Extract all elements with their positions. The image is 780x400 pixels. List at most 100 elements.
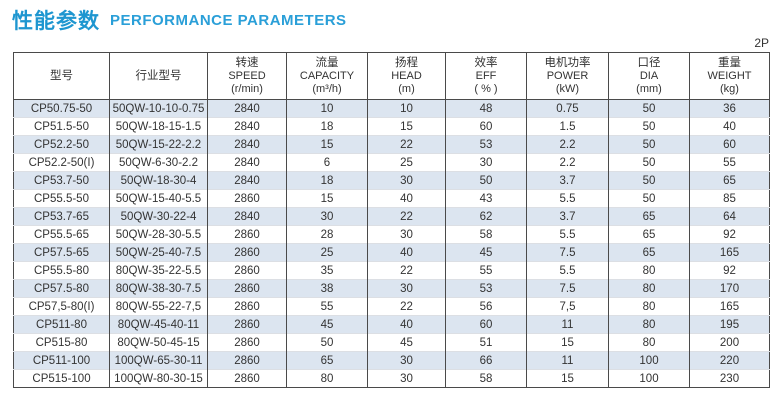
model-cell: CP511-100	[13, 351, 110, 370]
value-cell: 10	[286, 99, 368, 118]
value-cell: 45	[445, 243, 527, 262]
table-row: CP57.5-80 80QW-38-30-7.5 2860 38 30 53 7.5 80 17…	[13, 279, 770, 298]
value-cell: 45	[367, 333, 446, 352]
value-cell: 40	[367, 243, 446, 262]
value-cell: 92	[689, 225, 770, 244]
table-row: CP50.75-50 50QW-10-10-0.75 2840 10 10 48 0.75 5…	[13, 99, 770, 118]
column-header-text: HEAD	[391, 70, 422, 82]
value-cell: 43	[445, 189, 527, 208]
column-header-text: WEIGHT	[707, 70, 752, 82]
value-cell: 53	[445, 135, 527, 154]
model-cell: CP515-80	[13, 333, 110, 352]
value-cell: 30	[367, 225, 446, 244]
value-cell: 55	[286, 297, 368, 316]
value-cell: 2.2	[526, 153, 609, 172]
model-cell: CP52.2-50(I)	[13, 153, 110, 172]
value-cell: 100	[608, 351, 690, 370]
column-header-text: DIA	[639, 70, 659, 82]
industry-model-cell: 50QW-30-22-4	[109, 207, 208, 226]
table-header-row: 型号 行业型号 转速 SPEED (r/min) 流量 CAPACITY (m³/h) 扬程 HE…	[13, 52, 770, 100]
value-cell: 3.7	[526, 171, 609, 190]
column-header-text: 电机功率	[544, 57, 591, 69]
value-cell: 15	[526, 333, 609, 352]
model-cell: CP511-80	[13, 315, 110, 334]
value-cell: 60	[445, 117, 527, 136]
model-cell: CP51.5-50	[13, 117, 110, 136]
value-cell: 2860	[207, 315, 287, 334]
table-row: CP57.5-65 50QW-25-40-7.5 2860 25 40 45 7.5 65 16…	[13, 243, 770, 262]
value-cell: 40	[367, 315, 446, 334]
model-cell: CP55.5-50	[13, 189, 110, 208]
value-cell: 36	[689, 99, 770, 118]
value-cell: 55	[689, 153, 770, 172]
value-cell: 56	[445, 297, 527, 316]
table-row: CP55.5-80 80QW-35-22-5.5 2860 35 22 55 5.5 80 92	[13, 261, 770, 280]
value-cell: 165	[689, 243, 770, 262]
table-row: CP511-100 100QW-65-30-11 2860 65 30 66 11 100 22…	[13, 351, 770, 370]
value-cell: 50	[608, 171, 690, 190]
column-header-6: 效率 EFF( % )	[445, 52, 527, 100]
model-cell: CP57.5-80	[13, 279, 110, 298]
value-cell: 195	[689, 315, 770, 334]
industry-model-cell: 100QW-65-30-11	[109, 351, 208, 370]
value-cell: 2840	[207, 99, 287, 118]
value-cell: 15	[367, 117, 446, 136]
value-cell: 1.5	[526, 117, 609, 136]
column-header-1: 型号	[13, 52, 110, 100]
column-header-8: 口径 DIA (mm)	[608, 52, 690, 100]
table-row: CP52.2-50(I) 50QW-6-30-2.2 2840 6 25 30 2.2 50 5…	[13, 153, 770, 172]
value-cell: 30	[286, 207, 368, 226]
value-cell: 5.5	[526, 261, 609, 280]
value-cell: 48	[445, 99, 527, 118]
value-cell: 50	[608, 117, 690, 136]
value-cell: 30	[445, 153, 527, 172]
value-cell: 220	[689, 351, 770, 370]
industry-model-cell: 50QW-18-30-4	[109, 171, 208, 190]
value-cell: 2860	[207, 225, 287, 244]
value-cell: 2840	[207, 135, 287, 154]
value-cell: 80	[608, 297, 690, 316]
value-cell: 50	[608, 99, 690, 118]
column-header-text: 流量	[315, 57, 339, 69]
value-cell: 2860	[207, 369, 287, 388]
column-header-2: 行业型号	[109, 52, 208, 100]
value-cell: 22	[367, 297, 446, 316]
table-row: CP51.5-50 50QW-18-15-1.5 2840 18 15 60 1.5 50 40	[13, 117, 770, 136]
industry-model-cell: 50QW-25-40-7.5	[109, 243, 208, 262]
model-cell: CP55.5-65	[13, 225, 110, 244]
model-cell: CP52.2-50	[13, 135, 110, 154]
industry-model-cell: 80QW-55-22-7,5	[109, 297, 208, 316]
table-row: CP53.7-50 50QW-18-30-4 2840 18 30 50 3.7 50 65	[13, 171, 770, 190]
value-cell: 2860	[207, 297, 287, 316]
column-header-text: 重量	[718, 57, 741, 69]
value-cell: 65	[286, 351, 368, 370]
value-cell: 38	[286, 279, 368, 298]
value-cell: 0.75	[526, 99, 609, 118]
industry-model-cell: 80QW-38-30-7.5	[109, 279, 208, 298]
value-cell: 25	[367, 153, 446, 172]
value-cell: 40	[689, 117, 770, 136]
value-cell: 11	[526, 315, 609, 334]
table-row: CP55.5-65 50QW-28-30-5.5 2860 28 30 58 5.5 65 92	[13, 225, 770, 244]
column-header-9: 重量 WEIGHT (kg)	[689, 52, 770, 100]
value-cell: 50	[608, 153, 690, 172]
column-header-3: 转速 SPEED (r/min)	[207, 52, 287, 100]
table-row: CP53.7-65 50QW-30-22-4 2840 30 22 62 3.7 65 64	[13, 207, 770, 226]
value-cell: 230	[689, 369, 770, 388]
value-cell: 7.5	[526, 243, 609, 262]
table-body: CP50.75-50 50QW-10-10-0.75 2840 10 10 48 0.75 5…	[13, 99, 770, 388]
column-header-text: SPEED	[228, 70, 266, 82]
column-header-text: CAPACITY	[299, 70, 355, 82]
value-cell: 92	[689, 261, 770, 280]
industry-model-cell: 80QW-45-40-11	[109, 315, 208, 334]
value-cell: 50	[286, 333, 368, 352]
value-cell: 60	[689, 135, 770, 154]
value-cell: 35	[286, 261, 368, 280]
industry-model-cell: 50QW-18-15-1.5	[109, 117, 208, 136]
model-cell: CP57,5-80(I)	[13, 297, 110, 316]
value-cell: 10	[367, 99, 446, 118]
value-cell: 64	[689, 207, 770, 226]
column-header-text: (m)	[398, 83, 415, 95]
value-cell: 2840	[207, 171, 287, 190]
